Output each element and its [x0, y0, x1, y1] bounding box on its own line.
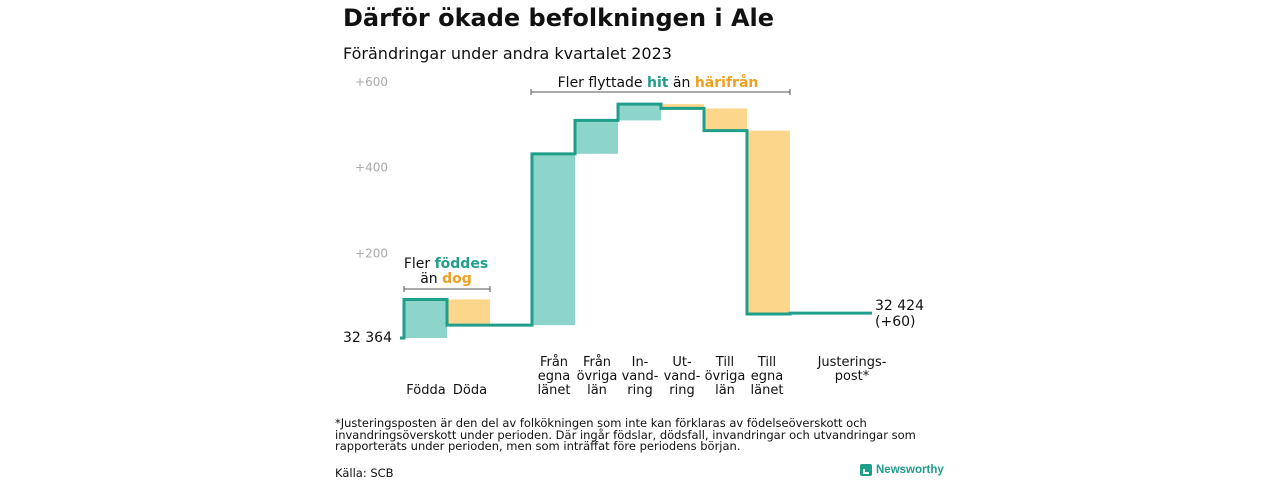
- end-value-label-line2: (+60): [875, 314, 915, 330]
- svg-text:Fler föddes: Fler föddes: [404, 256, 488, 272]
- x-tick-label: ring: [669, 383, 694, 398]
- x-tick-label: Från: [540, 355, 568, 370]
- bar-6: [704, 108, 747, 131]
- x-tick-label: Justerings-: [817, 355, 887, 370]
- x-tick-label: Ut-: [672, 355, 692, 370]
- moves-annotation-harifran: härifrån: [695, 74, 759, 91]
- moves-annotation-hit: hit: [647, 75, 669, 91]
- x-tick-label: vand-: [622, 369, 659, 384]
- source-note: Källa: SCB: [335, 466, 394, 480]
- x-tick-label: Från: [583, 355, 611, 370]
- moves-annotation-prefix: Fler flyttade: [558, 75, 647, 91]
- x-tick-label: ring: [627, 383, 652, 398]
- newsworthy-logo-icon: [860, 464, 872, 476]
- bar-5: [661, 104, 704, 109]
- x-tick-label: län: [587, 383, 607, 398]
- brand-name: Newsworthy: [876, 464, 944, 476]
- x-tick-label: länet: [538, 383, 571, 398]
- bars: [404, 104, 790, 338]
- y-axis-labels: +600 +400 +200: [355, 75, 388, 260]
- chart-subtitle: Förändringar under andra kvartalet 2023: [343, 44, 672, 63]
- births-annotation-highlight-2: dog: [442, 271, 472, 287]
- x-tick-label: övriga: [705, 369, 746, 384]
- y-tick-label: +600: [355, 75, 388, 89]
- x-tick-label: Till: [715, 355, 734, 370]
- x-tick-label: länet: [751, 383, 784, 398]
- x-tick-label: Födda: [406, 383, 445, 398]
- waterfall-chart: +600+400+200 Födda DödaFrånegnalänetFrånö…: [343, 74, 924, 398]
- chart-title: Därför ökade befolkningen i Ale: [343, 4, 775, 32]
- births-annotation-prefix-2: än: [420, 271, 442, 287]
- start-value-label: 32 364: [343, 330, 392, 346]
- moves-annotation-middle: än: [668, 75, 694, 91]
- y-tick-label: +400: [355, 161, 388, 175]
- x-tick-label: In-: [632, 355, 649, 370]
- bar-2: [532, 153, 575, 326]
- births-annotation: Fler föddes än dog: [403, 256, 491, 292]
- births-annotation-prefix: Fler: [404, 256, 435, 272]
- running-total-line: [400, 102, 872, 340]
- x-tick-label: län: [715, 383, 735, 398]
- footnote: *Justeringsposten är den del av folkökni…: [335, 416, 916, 453]
- x-tick-label: Till: [757, 355, 776, 370]
- x-axis-labels: Födda DödaFrånegnalänetFrånövrigalänIn-va…: [406, 355, 886, 398]
- brand-logo: Newsworthy: [860, 464, 944, 476]
- x-tick-label: Döda: [453, 383, 487, 398]
- bar-1: [447, 299, 490, 326]
- births-annotation-highlight: föddes: [435, 256, 489, 272]
- bar-7: [747, 130, 790, 315]
- bar-0: [404, 299, 447, 338]
- bar-3: [575, 120, 618, 154]
- moves-annotation: Fler flyttade hit än härifrån: [530, 74, 791, 95]
- end-value-label-line1: 32 424: [875, 298, 924, 314]
- y-tick-label: +200: [355, 246, 388, 260]
- svg-text:än dog: än dog: [420, 271, 472, 287]
- svg-text:Fler flyttade hit än härifrån: Fler flyttade hit än härifrån: [558, 74, 759, 91]
- x-tick-label: post*: [835, 369, 870, 384]
- x-tick-label: vand-: [664, 369, 701, 384]
- bar-4: [618, 104, 661, 121]
- x-tick-label: egna: [751, 369, 783, 384]
- x-tick-label: egna: [538, 369, 570, 384]
- x-tick-label: övriga: [577, 369, 618, 384]
